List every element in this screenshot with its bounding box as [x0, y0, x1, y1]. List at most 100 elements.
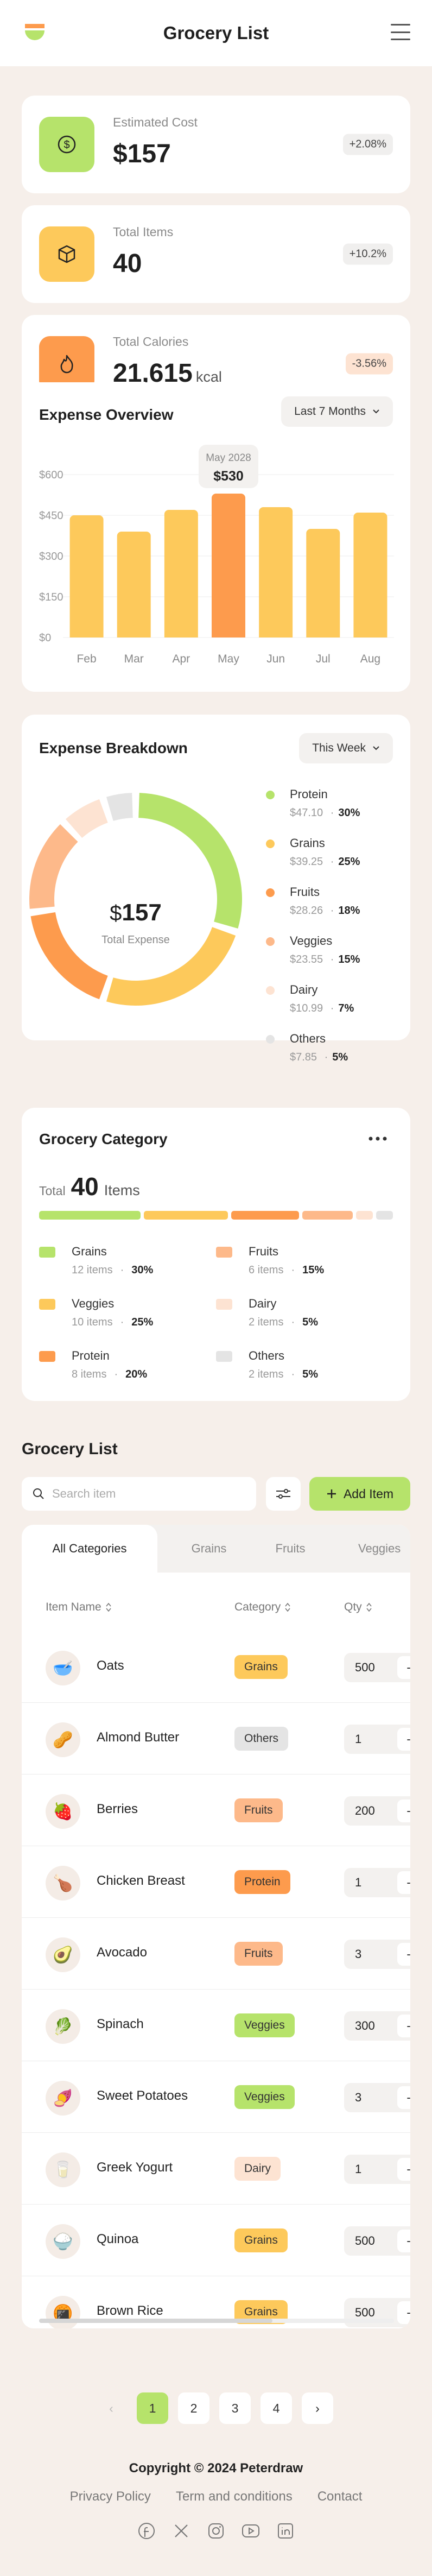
quantity-stepper[interactable]: 1-: [344, 1868, 410, 1897]
tab-veggies[interactable]: Veggies: [358, 1542, 401, 1555]
slice-others[interactable]: [106, 793, 133, 821]
sort-icon: [106, 1603, 111, 1612]
table-row[interactable]: 🍗 Chicken Breast Protein 1-: [22, 1846, 410, 1918]
add-item-button[interactable]: Add Item: [309, 1477, 410, 1511]
total-value: 40: [71, 1172, 99, 1201]
slice-veggies[interactable]: [29, 824, 78, 909]
terms-link[interactable]: Term and conditions: [175, 2489, 293, 2504]
decrease-button[interactable]: -: [397, 2015, 410, 2037]
stat-label: Total Calories: [113, 334, 189, 349]
more-options-icon[interactable]: [368, 1136, 387, 1141]
quantity-stepper[interactable]: 500 -: [344, 2226, 410, 2256]
item-thumbnail: 🍓: [46, 1794, 80, 1829]
legend-percent: 5%: [332, 1051, 348, 1063]
filter-button[interactable]: [266, 1477, 301, 1511]
linkedin-icon[interactable]: [276, 2522, 295, 2540]
search-icon: [33, 1488, 44, 1499]
decrease-button[interactable]: -: [397, 2230, 410, 2252]
bar-jul[interactable]: [306, 529, 340, 637]
tab-grains[interactable]: Grains: [191, 1542, 227, 1555]
table-row[interactable]: 🥑 Avocado Fruits 3-: [22, 1918, 410, 1990]
next-page-button[interactable]: ›: [302, 2392, 333, 2424]
category-percent: 15%: [302, 1264, 325, 1276]
decrease-button[interactable]: -: [397, 1800, 410, 1822]
category-count: 8 items: [72, 1368, 107, 1380]
bar-mar[interactable]: [117, 532, 151, 637]
decrease-button[interactable]: -: [397, 1728, 410, 1751]
bar-apr[interactable]: [164, 510, 198, 637]
legend-detail: $23.55 · 15%: [290, 954, 360, 966]
tab-all-categories[interactable]: All Categories: [22, 1525, 157, 1573]
page-4-button[interactable]: 4: [261, 2392, 292, 2424]
item-thumbnail: 🥣: [46, 1651, 80, 1685]
period-dropdown[interactable]: This Week: [299, 733, 393, 763]
grocery-category-card: Grocery Category Total 40 Items Grains 12…: [22, 1108, 410, 1401]
tab-fruits[interactable]: Fruits: [275, 1542, 306, 1555]
quantity-stepper[interactable]: 500 -: [344, 1653, 410, 1682]
facebook-icon[interactable]: [137, 2522, 156, 2540]
quantity-value: 3: [355, 2091, 362, 2104]
legend-amount: $39.25: [290, 856, 323, 868]
bar-aug[interactable]: [353, 513, 387, 637]
category-detail: 6 items · 15%: [249, 1264, 324, 1277]
contact-link[interactable]: Contact: [317, 2489, 363, 2504]
page-title: Grocery List: [163, 23, 269, 43]
privacy-policy-link[interactable]: Privacy Policy: [69, 2489, 151, 2504]
table-row[interactable]: 🍚 Quinoa Grains 500 -: [22, 2205, 410, 2276]
footer-links: Privacy Policy Term and conditions Conta…: [0, 2489, 432, 2504]
period-dropdown[interactable]: Last 7 Months: [281, 396, 393, 427]
table-row[interactable]: 🥛 Greek Yogurt Dairy 1-: [22, 2133, 410, 2205]
legend-detail: $10.99 · 7%: [290, 1002, 354, 1015]
search-box[interactable]: [22, 1477, 256, 1511]
category-percent: 5%: [302, 1368, 319, 1380]
share-segment-grains: [39, 1211, 141, 1220]
hamburger-menu-icon[interactable]: [391, 24, 410, 40]
decrease-button[interactable]: -: [397, 2301, 410, 2324]
category-badge: Fruits: [234, 1942, 283, 1966]
table-row[interactable]: 🥜 Almond Butter Others 1-: [22, 1703, 410, 1775]
scrollbar-thumb[interactable]: [39, 2319, 272, 2323]
item-name: Berries: [97, 1802, 138, 1816]
column-label: Qty: [344, 1601, 362, 1613]
slice-grains[interactable]: [106, 927, 236, 1006]
item-thumbnail: 🍠: [46, 2081, 80, 2116]
quantity-stepper[interactable]: 300 -: [344, 2011, 410, 2041]
decrease-button[interactable]: -: [397, 1871, 410, 1894]
logo-icon[interactable]: [22, 20, 48, 46]
slice-fruits[interactable]: [30, 912, 108, 1000]
column-header-category[interactable]: Category: [234, 1601, 290, 1614]
expense-breakdown-card: Expense Breakdown This Week $157 Total E…: [22, 715, 410, 1063]
bar-feb[interactable]: [69, 515, 104, 637]
bar-may[interactable]: [212, 494, 245, 637]
table-row[interactable]: 🥬 Spinach Veggies 300 -: [22, 1990, 410, 2061]
page-2-button[interactable]: 2: [178, 2392, 209, 2424]
quantity-stepper[interactable]: 200 -: [344, 1796, 410, 1826]
decrease-button[interactable]: -: [397, 2158, 410, 2181]
quantity-stepper[interactable]: 3-: [344, 1940, 410, 1969]
quantity-stepper[interactable]: 3-: [344, 2083, 410, 2112]
search-input[interactable]: [52, 1487, 247, 1501]
decrease-button[interactable]: -: [397, 1943, 410, 1966]
decrease-button[interactable]: -: [397, 1656, 410, 1679]
column-header-qty[interactable]: Qty: [344, 1601, 372, 1614]
table-row[interactable]: 🍓 Berries Fruits 200 -: [22, 1775, 410, 1846]
slice-protein[interactable]: [138, 793, 242, 929]
quantity-value: 1: [355, 2162, 362, 2176]
page-3-button[interactable]: 3: [219, 2392, 251, 2424]
table-row[interactable]: 🍠 Sweet Potatoes Veggies 3-: [22, 2061, 410, 2133]
slice-dairy[interactable]: [65, 799, 108, 838]
instagram-icon[interactable]: [207, 2522, 225, 2540]
quantity-stepper[interactable]: 1-: [344, 1725, 410, 1754]
prev-page-button[interactable]: ‹: [109, 2401, 113, 2415]
horizontal-scrollbar[interactable]: [39, 2319, 394, 2323]
page-1-button[interactable]: 1: [137, 2392, 168, 2424]
table-row[interactable]: 🥣 Oats Grains 500 -: [22, 1631, 410, 1703]
bar-jun[interactable]: [259, 507, 293, 637]
x-icon[interactable]: [172, 2522, 190, 2540]
column-header-item-name[interactable]: Item Name: [46, 1601, 111, 1614]
legend-name: Protein: [290, 787, 328, 801]
quantity-stepper[interactable]: 1-: [344, 2155, 410, 2184]
decrease-button[interactable]: -: [397, 2086, 410, 2109]
total-label: Total: [39, 1184, 66, 1198]
youtube-icon[interactable]: [242, 2522, 260, 2540]
